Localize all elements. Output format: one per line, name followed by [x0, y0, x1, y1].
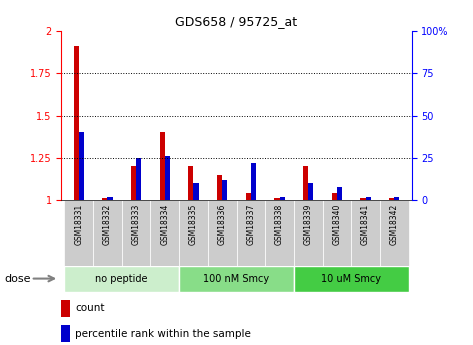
- Text: GSM18341: GSM18341: [361, 203, 370, 245]
- Bar: [380, 200, 409, 266]
- Text: GSM18334: GSM18334: [160, 203, 169, 245]
- Bar: [360, 198, 366, 200]
- Bar: [193, 183, 199, 200]
- Bar: [394, 197, 400, 200]
- Bar: [64, 200, 93, 266]
- Bar: [64, 266, 179, 292]
- Text: GSM18331: GSM18331: [74, 203, 83, 245]
- Bar: [303, 166, 308, 200]
- Bar: [93, 200, 122, 266]
- Text: dose: dose: [5, 274, 31, 284]
- Bar: [236, 200, 265, 266]
- Bar: [131, 166, 136, 200]
- Text: GSM18336: GSM18336: [218, 203, 227, 245]
- Bar: [323, 200, 351, 266]
- Text: GSM18340: GSM18340: [333, 203, 342, 245]
- Bar: [136, 158, 141, 200]
- Bar: [274, 198, 280, 200]
- Bar: [150, 200, 179, 266]
- Bar: [61, 325, 70, 343]
- Text: no peptide: no peptide: [96, 274, 148, 284]
- Text: GSM18335: GSM18335: [189, 203, 198, 245]
- Bar: [122, 200, 150, 266]
- Bar: [265, 200, 294, 266]
- Bar: [389, 198, 394, 200]
- Title: GDS658 / 95725_at: GDS658 / 95725_at: [175, 16, 298, 29]
- Bar: [280, 197, 285, 200]
- Text: GSM18337: GSM18337: [246, 203, 255, 245]
- Bar: [165, 156, 170, 200]
- Bar: [337, 187, 342, 200]
- Bar: [208, 200, 236, 266]
- Text: 10 uM Smcy: 10 uM Smcy: [321, 274, 381, 284]
- Bar: [179, 200, 208, 266]
- Text: count: count: [76, 304, 105, 314]
- Bar: [294, 266, 409, 292]
- Text: percentile rank within the sample: percentile rank within the sample: [76, 329, 251, 339]
- Bar: [308, 183, 314, 200]
- Text: GSM18333: GSM18333: [131, 203, 140, 245]
- Bar: [366, 197, 371, 200]
- Bar: [222, 180, 228, 200]
- Bar: [159, 132, 165, 200]
- Bar: [294, 200, 323, 266]
- Bar: [251, 163, 256, 200]
- Text: GSM18338: GSM18338: [275, 203, 284, 245]
- Bar: [217, 175, 222, 200]
- Bar: [102, 198, 107, 200]
- Bar: [107, 197, 113, 200]
- Bar: [179, 266, 294, 292]
- Bar: [351, 200, 380, 266]
- Text: GSM18339: GSM18339: [304, 203, 313, 245]
- Bar: [79, 132, 84, 200]
- Text: GSM18342: GSM18342: [390, 203, 399, 245]
- Bar: [332, 193, 337, 200]
- Bar: [245, 193, 251, 200]
- Text: 100 nM Smcy: 100 nM Smcy: [203, 274, 270, 284]
- Bar: [61, 300, 70, 317]
- Text: GSM18332: GSM18332: [103, 203, 112, 245]
- Bar: [73, 46, 79, 200]
- Bar: [188, 166, 193, 200]
